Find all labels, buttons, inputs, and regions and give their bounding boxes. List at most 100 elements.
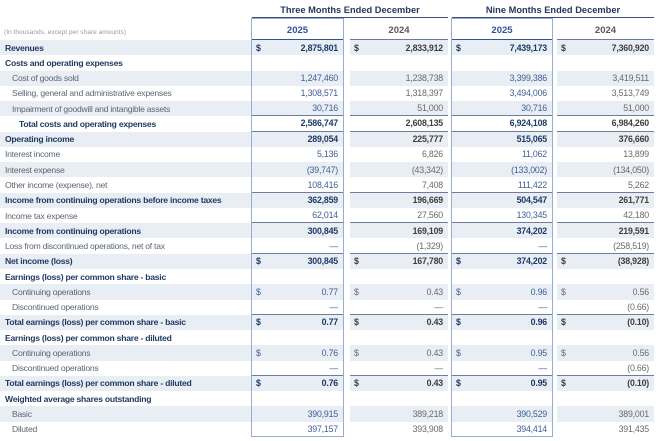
year-header-2025-nine-months: 2025 <box>452 18 552 40</box>
value-text: 374,202 <box>516 256 548 267</box>
column-gap <box>343 208 350 223</box>
value-text: 0.43 <box>426 317 444 328</box>
table-row: Diluted 397,157 393,908 394,414 391,435 <box>0 422 660 437</box>
cell-value: 391,435 <box>557 422 654 437</box>
currency-symbol: $ <box>456 42 461 53</box>
currency-symbol: $ <box>256 317 261 328</box>
value-text: 261,771 <box>618 195 650 206</box>
table-row: Impairment of goodwill and intangible as… <box>0 101 660 117</box>
cell-value: $0.77 <box>252 284 343 300</box>
value-text: 394,414 <box>516 424 548 435</box>
cell-value: — <box>252 300 343 315</box>
value-text: (39,747) <box>306 164 338 175</box>
cell-value: $0.96 <box>452 314 552 331</box>
cell-value: 1,308,571 <box>252 86 343 101</box>
value-text: 300,845 <box>307 225 339 236</box>
row-label: Discontinued operations <box>12 363 99 374</box>
table-row: Cost of goods sold 1,247,460 1,238,738 3,39… <box>0 70 660 86</box>
table-row: Other income (expense), net 108,416 7,408 1… <box>0 177 660 193</box>
table-row: Income tax expense 62,014 27,560 130,345 42,… <box>0 208 660 224</box>
table-row: Continuing operations $0.77 $0.43 $0.96 $0.5… <box>0 284 660 300</box>
cell-value: 1,318,397 <box>350 86 448 101</box>
cell-value: — <box>350 361 448 376</box>
cell-value: 11,062 <box>452 147 552 162</box>
value-text: 3,399,386 <box>509 73 548 84</box>
value-text: — <box>329 362 338 373</box>
cell-value <box>252 55 343 70</box>
cell-value: $0.56 <box>557 345 654 361</box>
value-text: 62,014 <box>312 210 338 221</box>
currency-symbol: $ <box>456 286 461 297</box>
value-text: 7,439,173 <box>509 42 548 53</box>
value-text: — <box>434 301 443 312</box>
value-text: 3,419,511 <box>612 73 649 84</box>
value-text: 169,109 <box>412 225 444 236</box>
table-row: Discontinued operations — — — (0.66) <box>0 300 660 315</box>
currency-symbol: $ <box>561 378 566 389</box>
cell-value: 130,345 <box>452 208 552 224</box>
currency-symbol: $ <box>456 347 461 358</box>
value-text: (0.10) <box>627 378 649 389</box>
cell-value: (1,329) <box>350 238 448 254</box>
value-text: 0.77 <box>321 286 339 297</box>
value-text: 108,416 <box>307 179 339 190</box>
value-text: 397,157 <box>307 424 339 435</box>
value-text: 0.96 <box>530 286 548 297</box>
value-text: 51,000 <box>623 103 649 114</box>
row-label: Discontinued operations <box>12 302 99 313</box>
table-row: Total earnings (loss) per common share -… <box>0 375 660 392</box>
column-gap <box>343 300 350 315</box>
value-text: 130,345 <box>516 210 548 221</box>
period-header-three-months: Three Months Ended December <box>252 5 448 18</box>
value-text: 389,001 <box>618 409 650 419</box>
cell-value: $0.43 <box>350 314 448 331</box>
value-text: 3,513,749 <box>611 88 650 99</box>
value-text: 7,360,920 <box>611 42 650 53</box>
value-text: (258,519) <box>613 240 649 251</box>
cell-value: $0.76 <box>252 345 343 361</box>
cell-value: 300,845 <box>252 223 343 239</box>
value-text: 30,716 <box>521 103 547 114</box>
value-text: 0.77 <box>321 317 339 328</box>
cell-value: 6,924,108 <box>452 116 552 132</box>
value-text: 300,845 <box>307 256 339 267</box>
row-label: Net income (loss) <box>0 253 252 269</box>
cell-value: $0.95 <box>452 375 552 392</box>
column-gap <box>343 86 350 101</box>
period-header-row: Three Months Ended December Nine Months … <box>0 0 660 18</box>
value-text: 3,494,006 <box>509 88 548 99</box>
table-body: Revenues $2,875,801 $2,833,912 $7,439,173 $7… <box>0 40 660 437</box>
value-text: — <box>538 301 547 312</box>
cell-value: $7,439,173 <box>452 40 552 56</box>
currency-symbol: $ <box>354 378 359 389</box>
row-end-pad <box>654 193 660 208</box>
cell-value: — <box>452 238 552 254</box>
cell-value: 5,262 <box>557 177 654 193</box>
currency-symbol: $ <box>256 42 261 53</box>
currency-symbol: $ <box>561 317 566 328</box>
value-text: 1,318,397 <box>405 88 444 99</box>
value-text: 13,899 <box>623 149 649 160</box>
cell-value <box>252 269 343 284</box>
cell-value: 3,494,006 <box>452 86 552 101</box>
cell-value: $0.77 <box>252 314 343 331</box>
row-label: Basic <box>0 406 252 422</box>
cell-value: 51,000 <box>557 101 654 117</box>
cell-value: $300,845 <box>252 253 343 269</box>
value-text: — <box>538 362 547 373</box>
cell-value: 504,547 <box>452 192 552 208</box>
cell-value: 3,419,511 <box>557 70 654 86</box>
value-text: 376,660 <box>618 134 650 145</box>
value-text: 11,062 <box>521 149 547 160</box>
column-gap <box>343 361 350 376</box>
cell-value <box>350 55 448 70</box>
currency-symbol: $ <box>561 42 566 53</box>
cell-value: — <box>252 238 343 254</box>
table-row: Discontinued operations — — — (0.66) <box>0 361 660 376</box>
cell-value: 196,669 <box>350 192 448 208</box>
value-text: (0.10) <box>627 317 649 328</box>
row-end-pad <box>654 86 660 101</box>
cell-value <box>452 55 552 70</box>
row-end-pad <box>654 422 660 437</box>
cell-value: $7,360,920 <box>557 40 654 56</box>
